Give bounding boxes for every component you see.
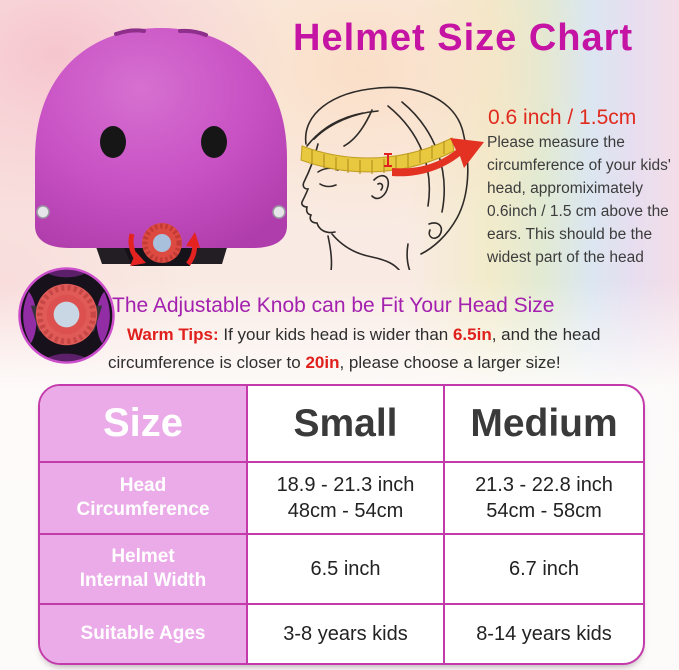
knob-center <box>153 234 171 252</box>
rotate-arrow-right-head <box>186 232 200 248</box>
note-line: Please measure the <box>487 134 625 151</box>
purple-glow <box>23 291 37 344</box>
helmet-illustration <box>35 28 287 266</box>
purple-glow <box>46 269 87 278</box>
cell-suitable-ages-small: 3-8 years kids <box>248 605 445 663</box>
cell-suitable-ages-medium: 8-14 years kids <box>476 623 612 645</box>
measuring-tape <box>300 137 455 173</box>
cell-internal-width-medium: 6.7 inch <box>445 535 643 605</box>
purple-glow <box>96 291 110 344</box>
warm-tips-line-2: circumference is closer to 20in, please … <box>108 353 561 373</box>
note-line: widest part of the head <box>487 249 644 266</box>
cell-head-circumference-small: 18.9 - 21.3 inch 48cm - 54cm <box>248 463 445 535</box>
rotate-arrow-left-head <box>130 252 146 266</box>
purple-glow <box>46 353 87 362</box>
cell-head-circumference-medium: 21.3 - 22.8 inch 54cm - 58cm <box>445 463 643 535</box>
helmet-top-vent <box>114 28 146 36</box>
helmet-rivet <box>272 205 286 219</box>
warm-tips-text: , and the head <box>491 325 601 344</box>
warm-tips-highlight: 20in <box>305 353 340 372</box>
knob-dial-center <box>53 301 80 328</box>
measurement-note: Please measure the circumference of your… <box>487 131 671 269</box>
table-header-medium: Medium <box>445 386 643 463</box>
table-header-small: Small <box>248 386 445 463</box>
row-label-head-circumference: Head Circumference <box>40 463 248 535</box>
helmet-vent-hole <box>201 126 227 158</box>
inset-ring <box>18 267 115 364</box>
measuring-tape-ticks <box>311 141 445 174</box>
red-arrow-icon <box>392 138 484 177</box>
warm-tips-text: circumference is closer to <box>108 353 306 372</box>
table-header-size: Size <box>40 386 248 463</box>
note-line: ears. This should be the <box>487 226 653 243</box>
row-label-suitable-ages: Suitable Ages <box>40 605 248 663</box>
adjustable-knob-closeup <box>18 267 115 364</box>
warm-tips-text: If your kids head is wider than <box>218 325 453 344</box>
warm-tips-highlight: 6.5in <box>452 325 492 344</box>
knob-caption: The Adjustable Knob can be Fit Your Head… <box>112 294 555 317</box>
cell-internal-width-small: 6.5 inch <box>248 535 445 605</box>
page-title: Helmet Size Chart <box>293 17 634 59</box>
warm-tips-label: Warm Tips: <box>127 325 219 344</box>
head-line-art <box>301 86 469 270</box>
warm-tips-text: , please choose a larger size! <box>339 353 561 372</box>
measurement-value: 0.6 inch / 1.5cm <box>488 106 637 129</box>
note-line: circumference of your kids' <box>487 157 671 174</box>
warm-tips-line-1: Warm Tips: If your kids head is wider th… <box>127 325 600 345</box>
helmet-shell <box>35 28 287 248</box>
row-label-internal-width: Helmet Internal Width <box>40 535 248 605</box>
head-measurement-sketch <box>300 86 484 270</box>
helmet-top-vent <box>178 28 208 37</box>
size-chart-table: Size Small Medium Head Circumference 18.… <box>38 384 645 665</box>
measure-mark <box>384 153 392 167</box>
knob-grip-ring <box>142 223 182 263</box>
helmet-vent-hole <box>100 126 126 158</box>
knob-dial-teeth <box>37 285 96 344</box>
note-line: head, appromiximately <box>487 180 643 197</box>
helmet-rivet <box>36 205 50 219</box>
note-line: 0.6inch / 1.5 cm above the <box>487 203 669 220</box>
